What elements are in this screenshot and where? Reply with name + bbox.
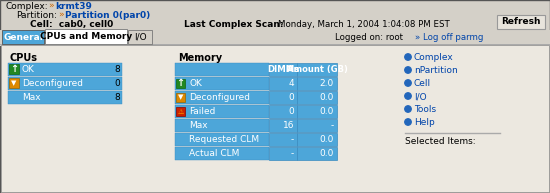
Bar: [45, 29, 127, 44]
Text: 2.0: 2.0: [320, 79, 334, 88]
Text: Failed: Failed: [189, 107, 216, 116]
Bar: [9, 64, 19, 74]
Text: Partition 0(par0): Partition 0(par0): [65, 11, 150, 20]
Bar: [297, 147, 337, 160]
Text: Cell: Cell: [414, 79, 431, 88]
Bar: [8, 77, 122, 90]
Text: nPartition: nPartition: [414, 66, 458, 75]
Text: Cell:  cab0, cell0: Cell: cab0, cell0: [30, 20, 113, 29]
Bar: [8, 63, 122, 76]
Text: »: »: [58, 11, 64, 20]
Text: » Log off parmg: » Log off parmg: [415, 33, 483, 42]
Text: krmt39: krmt39: [55, 2, 92, 11]
Bar: [297, 105, 337, 118]
Bar: [176, 93, 185, 102]
Bar: [176, 79, 185, 88]
Bar: [175, 147, 269, 160]
Bar: [497, 15, 545, 29]
Text: ▼: ▼: [12, 80, 16, 86]
Text: Logged on: root: Logged on: root: [335, 33, 403, 42]
Text: 0: 0: [114, 79, 120, 88]
Bar: [175, 77, 269, 90]
Bar: [2, 30, 44, 44]
Bar: [8, 91, 122, 104]
Text: General: General: [3, 33, 43, 42]
Text: Complex:: Complex:: [5, 2, 48, 11]
Text: Tools: Tools: [414, 105, 436, 114]
Bar: [297, 77, 337, 90]
Bar: [269, 119, 297, 132]
Text: Requested CLM: Requested CLM: [189, 135, 259, 144]
Bar: [175, 119, 269, 132]
Text: -: -: [291, 135, 294, 144]
Text: -: -: [291, 149, 294, 158]
Text: Max: Max: [22, 93, 41, 102]
Text: Deconfigured: Deconfigured: [189, 93, 250, 102]
Bar: [175, 133, 269, 146]
Text: Deconfigured: Deconfigured: [22, 79, 83, 88]
Bar: [9, 78, 19, 88]
Text: 0: 0: [288, 93, 294, 102]
Text: 0.0: 0.0: [320, 135, 334, 144]
Text: I/O: I/O: [134, 33, 146, 42]
Text: Max: Max: [189, 121, 208, 130]
Bar: [269, 77, 297, 90]
Circle shape: [405, 119, 411, 125]
Text: 0.0: 0.0: [320, 93, 334, 102]
Text: ↑: ↑: [177, 79, 185, 89]
Bar: [269, 63, 297, 76]
Text: Refresh: Refresh: [501, 18, 541, 26]
Bar: [269, 133, 297, 146]
Bar: [297, 133, 337, 146]
Text: OK: OK: [189, 79, 202, 88]
Text: Help: Help: [414, 118, 434, 127]
Text: ↑: ↑: [10, 64, 18, 74]
Text: Last Complex Scan:: Last Complex Scan:: [184, 20, 283, 29]
Text: Amount (GB): Amount (GB): [287, 65, 348, 74]
Bar: [269, 147, 297, 160]
Text: CPUs: CPUs: [10, 53, 38, 63]
Bar: [128, 30, 152, 44]
Text: Actual CLM: Actual CLM: [189, 149, 239, 158]
Text: 0: 0: [288, 107, 294, 116]
Bar: [297, 119, 337, 132]
Circle shape: [405, 80, 411, 86]
Bar: [297, 91, 337, 104]
Bar: [0, 44, 550, 45]
Bar: [297, 63, 337, 76]
Text: 8: 8: [114, 65, 120, 74]
Text: ⚠: ⚠: [177, 108, 184, 114]
Text: 0.0: 0.0: [320, 149, 334, 158]
Text: 4: 4: [288, 79, 294, 88]
Circle shape: [405, 67, 411, 73]
Text: »: »: [48, 2, 54, 11]
Bar: [175, 91, 269, 104]
Bar: [175, 105, 269, 118]
Text: CPUs and Memory: CPUs and Memory: [40, 32, 132, 41]
Circle shape: [405, 106, 411, 112]
Text: Memory: Memory: [178, 53, 222, 63]
Bar: [269, 105, 297, 118]
Circle shape: [405, 54, 411, 60]
Bar: [269, 91, 297, 104]
Text: 16: 16: [283, 121, 294, 130]
Text: Complex: Complex: [414, 53, 454, 62]
Text: OK: OK: [22, 65, 35, 74]
Bar: [0, 30, 550, 46]
Text: Partition:: Partition:: [16, 11, 57, 20]
Text: -: -: [331, 121, 334, 130]
Text: 8: 8: [114, 93, 120, 102]
Bar: [175, 63, 269, 76]
Circle shape: [405, 93, 411, 99]
Text: ▼: ▼: [178, 95, 183, 101]
Bar: [176, 107, 185, 116]
Text: 0.0: 0.0: [320, 107, 334, 116]
Text: DIMMs: DIMMs: [267, 65, 299, 74]
Text: Selected Items:: Selected Items:: [405, 137, 476, 146]
Bar: [1, 45, 549, 192]
Text: Monday, March 1, 2004 1:04:08 PM EST: Monday, March 1, 2004 1:04:08 PM EST: [278, 20, 450, 29]
Text: I/O: I/O: [414, 92, 427, 101]
